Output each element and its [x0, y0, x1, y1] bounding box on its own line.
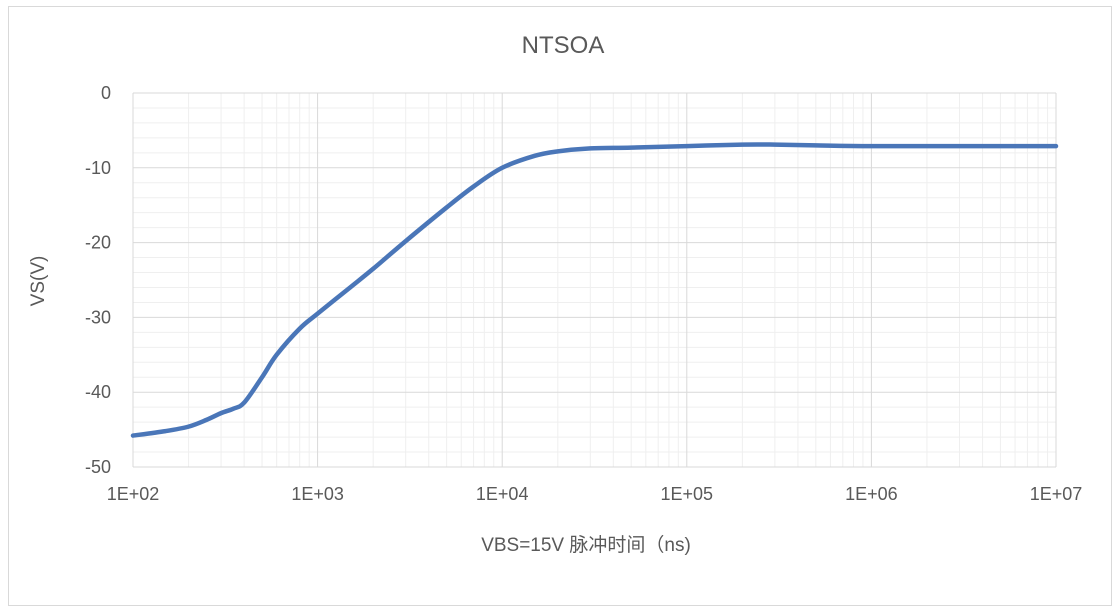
- x-tick-label: 1E+05: [661, 484, 714, 504]
- chart-frame: [8, 6, 1112, 606]
- x-tick-label: 1E+02: [107, 484, 160, 504]
- series-line-0: [130, 142, 1059, 438]
- y-tick-label: -20: [85, 233, 111, 253]
- x-tick-labels: 1E+02 1E+03 1E+04 1E+05 1E+06 1E+07: [107, 484, 1083, 504]
- x-tick-label: 1E+03: [291, 484, 344, 504]
- y-tick-label: -40: [85, 382, 111, 402]
- major-grid: [132, 92, 1057, 468]
- x-axis-title: VBS=15V 脉冲时间（ns): [481, 534, 691, 556]
- chart-title: NTSOA: [522, 32, 605, 59]
- minor-grid: [133, 93, 1056, 467]
- y-tick-label: -50: [85, 457, 111, 477]
- y-tick-label: 0: [101, 83, 111, 103]
- y-axis-title: VS(V): [28, 256, 49, 307]
- y-tick-labels: 0 -10 -20 -30 -40 -50: [85, 83, 111, 477]
- series-layer: [130, 142, 1059, 438]
- x-tick-label: 1E+06: [845, 484, 898, 504]
- x-tick-label: 1E+07: [1030, 484, 1083, 504]
- y-tick-label: -10: [85, 158, 111, 178]
- y-tick-label: -30: [85, 307, 111, 327]
- line-chart: 1E+02 1E+03 1E+04 1E+05 1E+06 1E+07 0 -10 -20 -3…: [28, 32, 1083, 556]
- x-tick-label: 1E+04: [476, 484, 529, 504]
